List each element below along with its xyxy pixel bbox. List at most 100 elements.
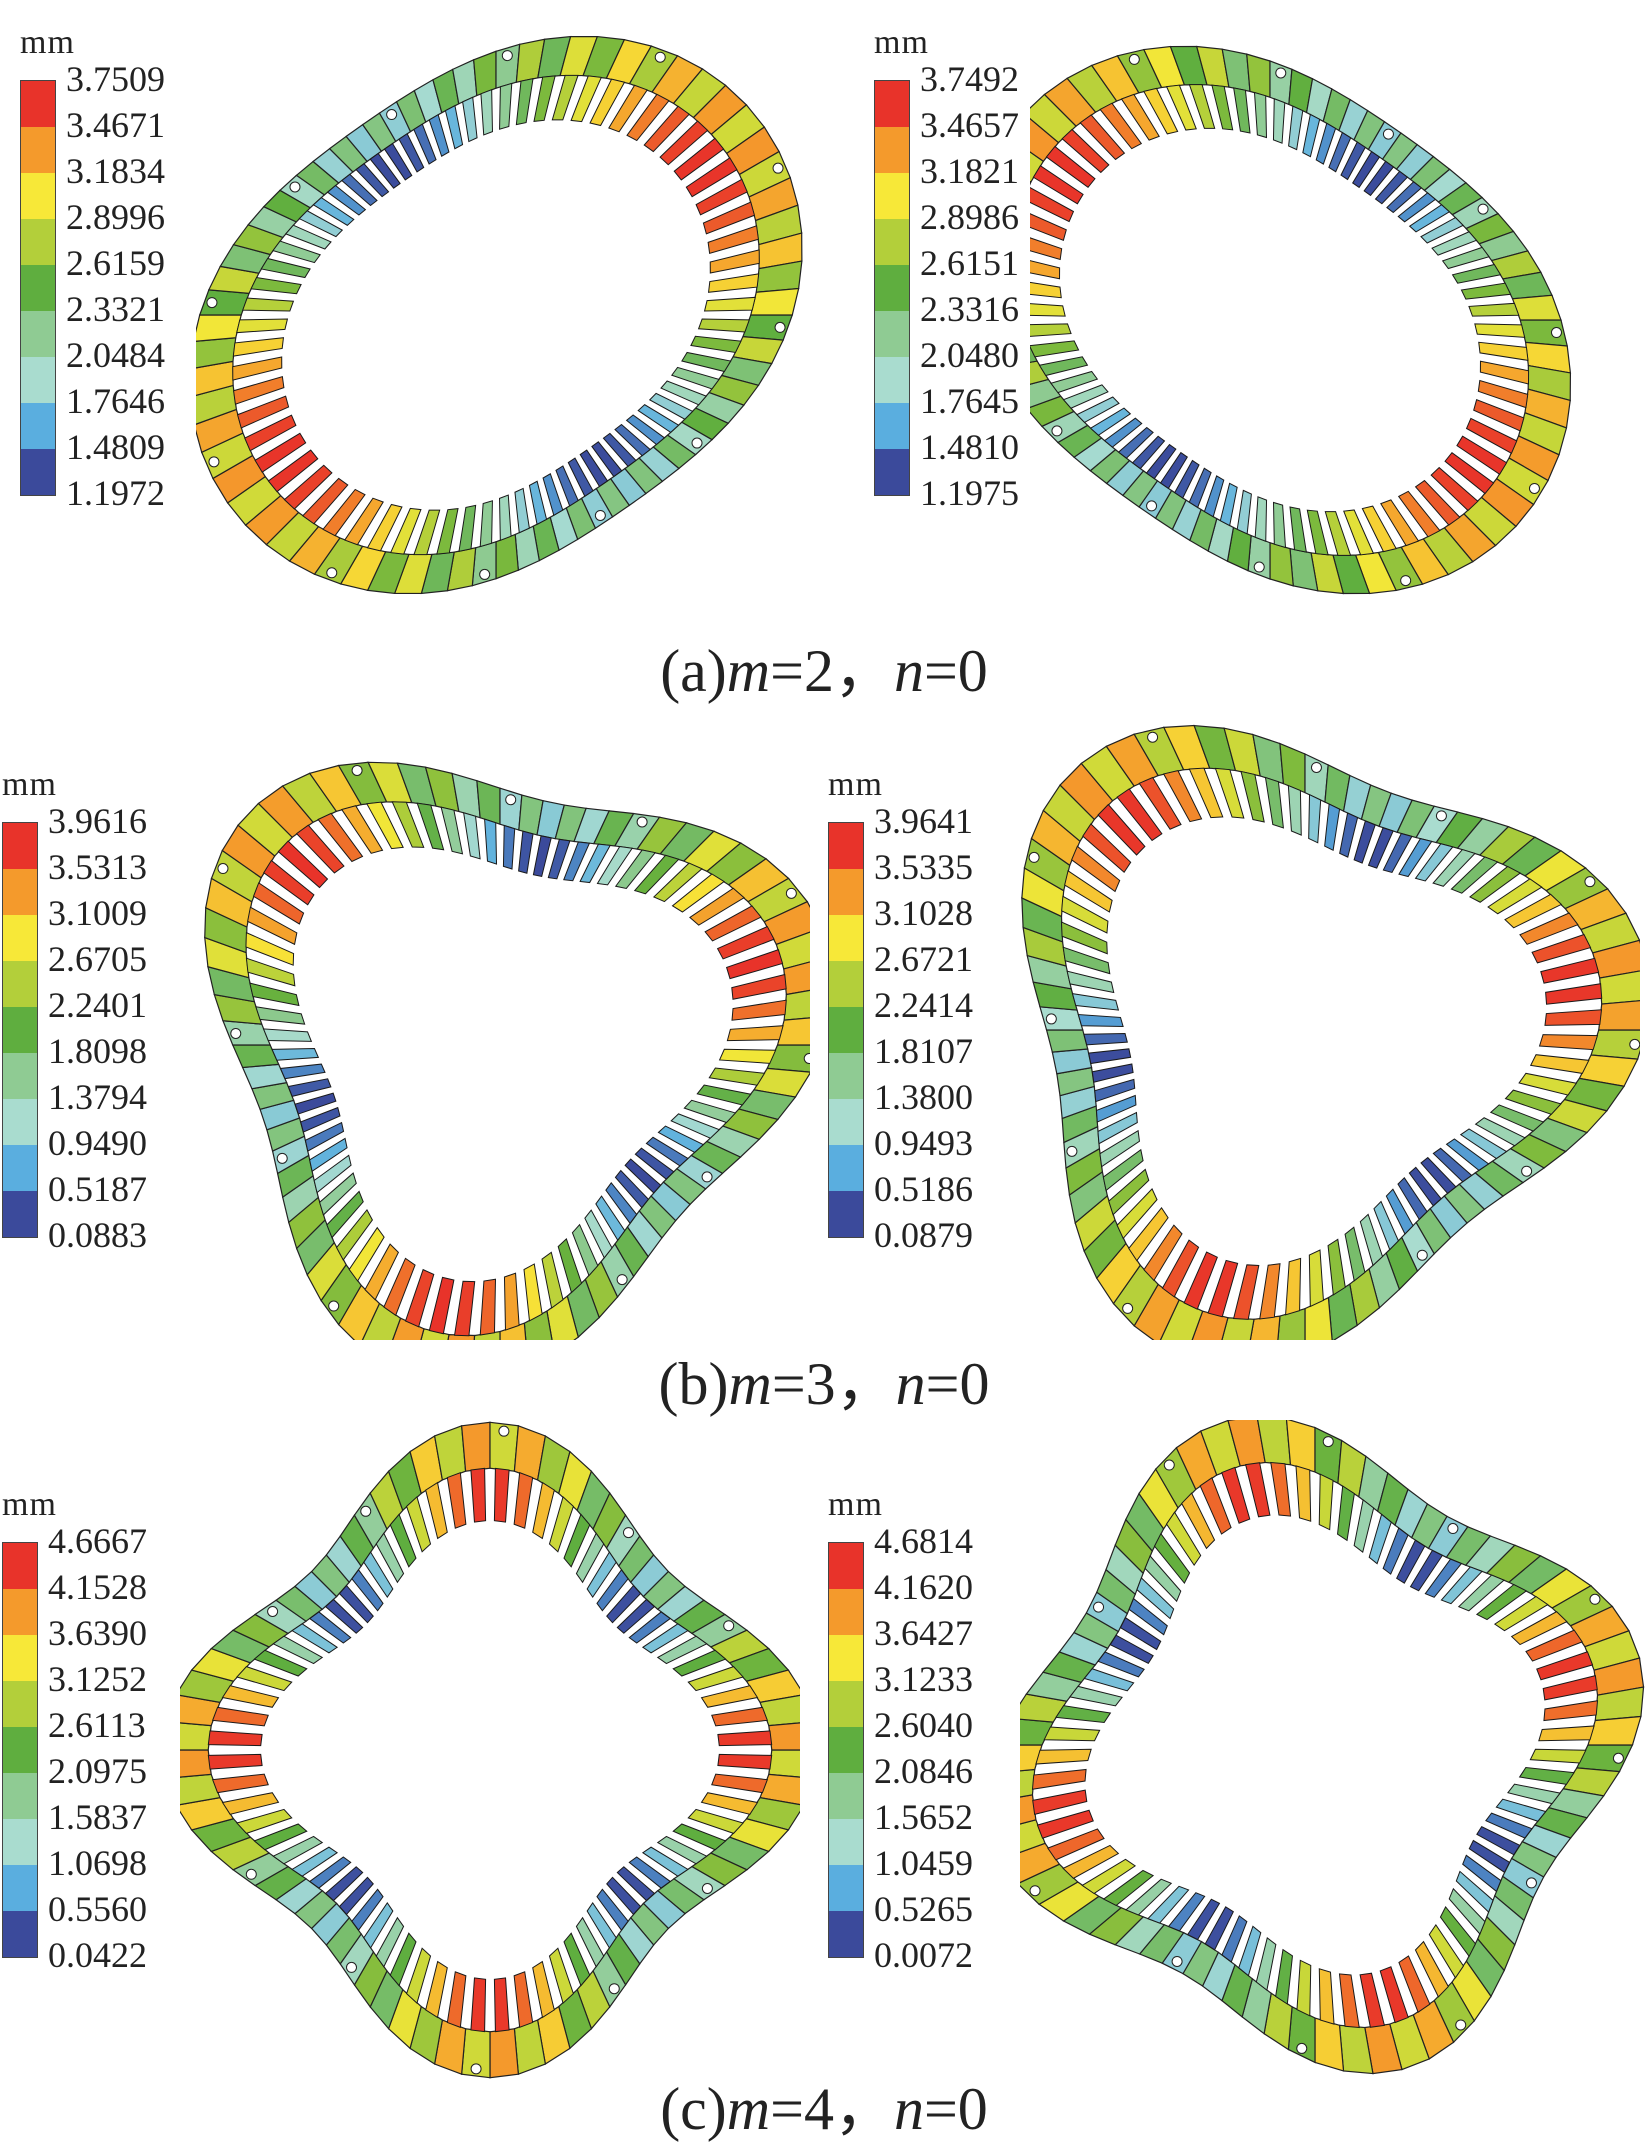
stator-tooth <box>253 1823 308 1851</box>
caption-m-value: =2， <box>770 638 894 704</box>
caption-n-symbol: n <box>895 1351 926 1417</box>
legend-tick-label: 4.1620 <box>874 1567 973 1607</box>
yoke-segment <box>1587 1715 1642 1746</box>
legend-tick-label: 0.9490 <box>48 1123 147 1163</box>
caption-m-value: =4， <box>770 2076 894 2142</box>
stator-tooth <box>1183 1251 1218 1310</box>
stator-tooth <box>1531 933 1592 964</box>
stator-tooth <box>1036 1809 1094 1839</box>
stator-tooth <box>262 1028 313 1042</box>
legend-tick-label: 3.7492 <box>920 59 1019 99</box>
legend-unit: mm <box>874 24 929 61</box>
stator-tooth <box>1451 263 1502 284</box>
legend-tick-label: 1.5652 <box>874 1797 973 1837</box>
stator-tooth <box>1221 1915 1248 1963</box>
stator-tooth <box>1468 302 1520 317</box>
legend-unit: mm <box>828 1486 883 1523</box>
legend-tick-label: 1.7646 <box>66 381 165 421</box>
stator-tooth <box>1030 303 1066 317</box>
stator-tooth <box>247 906 298 946</box>
stator-tooth <box>242 297 295 312</box>
stator-tooth <box>1083 1032 1128 1046</box>
stator-tooth <box>1374 170 1409 205</box>
caption-n-value: =0 <box>923 2076 988 2142</box>
stator-tooth <box>1543 1700 1599 1722</box>
stator-tooth <box>284 224 332 250</box>
bolt-hole <box>346 1961 358 1973</box>
legend-tick-label: 2.3321 <box>66 289 165 329</box>
stator-tooth <box>1091 1063 1134 1083</box>
color-band <box>21 403 55 449</box>
stator-tooth <box>462 96 478 143</box>
color-band <box>829 915 863 961</box>
stator-tooth <box>579 449 609 488</box>
stator-tooth <box>1353 1499 1375 1553</box>
stator-tooth <box>1255 1937 1277 1991</box>
caption-prefix: (b) <box>658 1351 729 1417</box>
color-band <box>829 1635 863 1681</box>
stator-tooth <box>1474 1117 1526 1147</box>
color-band <box>3 1145 37 1191</box>
stator-tooth <box>1432 1147 1473 1183</box>
bolt-hole <box>1028 851 1040 863</box>
stator-tooth <box>1264 776 1284 829</box>
stator-tooth <box>1071 845 1121 893</box>
stator-tooth <box>1270 1461 1292 1517</box>
stator-tooth <box>596 1888 629 1932</box>
bolt-hole <box>1447 1523 1459 1535</box>
stator-tooth <box>255 1006 306 1025</box>
stator-tooth <box>518 830 534 874</box>
yoke-segment <box>750 287 800 316</box>
yoke-segment <box>1279 742 1306 794</box>
stator-tooth <box>1219 482 1238 527</box>
stator-tooth <box>236 318 289 334</box>
legend-tick-label: 3.1009 <box>48 893 147 933</box>
stator-tooth <box>606 1584 642 1624</box>
stator-tooth <box>1035 1748 1092 1765</box>
stator-tooth <box>673 137 725 181</box>
bolt-hole <box>267 1606 279 1618</box>
legend-tick-label: 3.1252 <box>48 1659 147 1699</box>
bolt-hole <box>1550 327 1562 339</box>
caption-m-value: =3， <box>771 1351 896 1417</box>
stator-tooth <box>515 78 534 126</box>
legend-tick-label: 1.8107 <box>874 1031 973 1071</box>
stator-tooth <box>1518 1767 1575 1785</box>
legend-tick-label: 2.6705 <box>48 939 147 979</box>
legend-unit: mm <box>2 766 57 803</box>
stator-tooth <box>1477 379 1529 409</box>
bolt-hole <box>501 50 513 62</box>
yoke-segment <box>1304 753 1329 803</box>
stator-tooth <box>1397 490 1441 538</box>
legend-tick-label: 1.3794 <box>48 1077 147 1117</box>
bolt-hole <box>636 816 648 828</box>
stator-tooth <box>670 366 720 390</box>
stator-tooth <box>616 1598 656 1634</box>
stator-tooth <box>1071 992 1120 1011</box>
stator-tooth <box>608 84 648 133</box>
stator-tooth <box>232 356 283 381</box>
stator-tooth <box>652 862 703 903</box>
stator-tooth <box>272 240 322 264</box>
bolt-hole <box>479 568 491 580</box>
stator-tooth <box>643 105 691 153</box>
legend-tick-label: 3.5335 <box>874 847 973 887</box>
stator-tooth <box>1493 1595 1549 1632</box>
bolt-hole <box>701 1171 713 1183</box>
stator-tooth <box>579 843 611 884</box>
legend-tick-label: 3.4657 <box>920 105 1019 145</box>
stator-tooth <box>1465 417 1518 454</box>
stator-tooth <box>351 1888 384 1932</box>
stator-tooth <box>1540 957 1600 984</box>
stator-tooth <box>1288 105 1304 151</box>
stator-tooth <box>1456 435 1508 476</box>
bolt-hole <box>1589 1593 1601 1605</box>
stator-tooth <box>1207 1259 1239 1318</box>
stator-tooth <box>1062 384 1109 409</box>
stator-tooth <box>1544 1009 1603 1026</box>
stator-tooth <box>1081 1858 1137 1895</box>
stator-tooth <box>291 1623 339 1654</box>
stator-tooth <box>1128 1597 1168 1636</box>
stator-tooth <box>563 1932 591 1987</box>
stator-tooth <box>605 1182 638 1225</box>
